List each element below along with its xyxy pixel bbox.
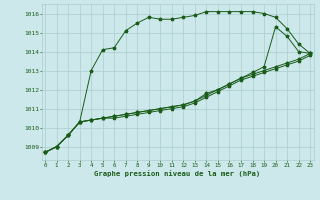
X-axis label: Graphe pression niveau de la mer (hPa): Graphe pression niveau de la mer (hPa): [94, 170, 261, 177]
